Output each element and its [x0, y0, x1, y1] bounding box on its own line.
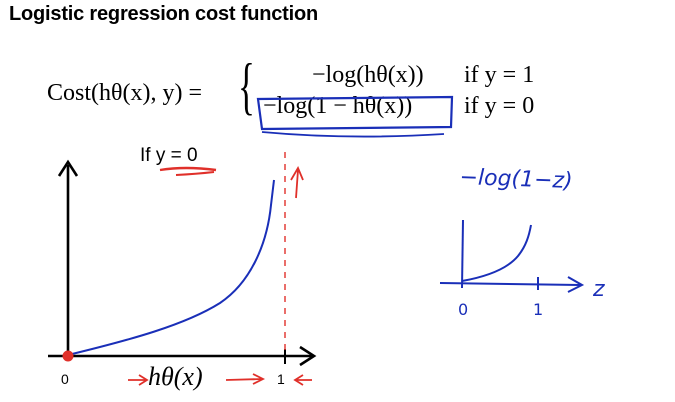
case2-highlight-tail	[261, 131, 445, 138]
sketch-curve	[461, 224, 532, 282]
cases-brace: {	[238, 50, 255, 121]
case2-condition: if y = 0	[464, 93, 535, 119]
y-axis-arrow	[57, 159, 79, 177]
condition-underline	[159, 166, 217, 172]
slide-title: Logistic regression cost function	[9, 3, 318, 25]
x-axis-label: hθ(x)	[148, 362, 203, 391]
xlabel-arrow-right	[225, 373, 266, 385]
cost-curve	[67, 179, 275, 356]
case2-highlight-box	[256, 95, 454, 131]
sketch-tick-0: 0	[458, 300, 469, 319]
cost-lhs: Cost(hθ(x), y) =	[47, 80, 203, 106]
origin-dot	[62, 350, 74, 362]
case1-condition: if y = 1	[464, 62, 535, 88]
x-tick-1: 1	[277, 371, 285, 387]
tick1-arrow	[293, 374, 312, 386]
sketch-x-axis	[439, 282, 581, 286]
condition-label: If y = 0	[140, 145, 198, 166]
sketch-x-arrow	[567, 276, 585, 293]
asymptote-up-arrow	[290, 165, 304, 199]
condition-underline-2	[175, 171, 215, 176]
xlabel-arrow-left	[128, 374, 149, 386]
sketch-tick-1: 1	[533, 300, 544, 319]
case1-expression: −log(hθ(x))	[312, 62, 424, 88]
x-tick-0: 0	[61, 371, 69, 387]
sketch-y-axis	[461, 219, 464, 289]
x-axis-arrow	[299, 345, 317, 367]
sketch-axis-label: z	[593, 277, 605, 302]
